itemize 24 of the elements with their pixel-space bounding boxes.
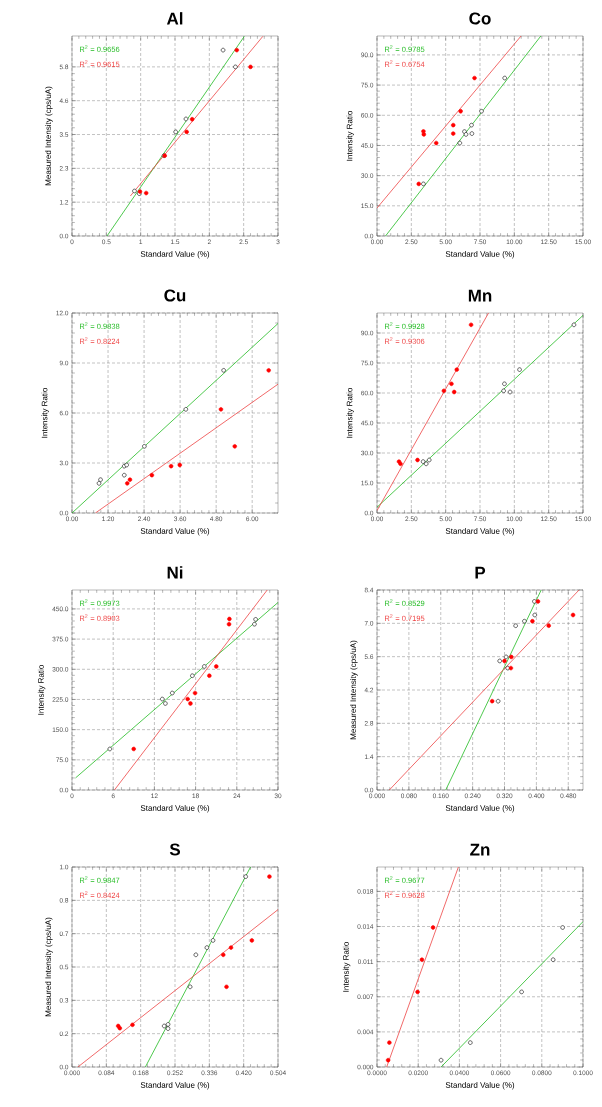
x-axis-title: Standard Value (%) (445, 1082, 515, 1090)
y-axis-title: Intensity Ratio (346, 388, 354, 438)
y-axis-title: Intensity Ratio (342, 942, 351, 992)
chart-title: Co (469, 12, 491, 25)
chart-title: Zn (470, 843, 490, 856)
x-axis-title: Standard Value (%) (445, 528, 515, 536)
y-axis-title: Measured Intensity (cps/uA) (45, 86, 53, 186)
chart-title: P (475, 566, 486, 579)
y-axis-title: Intensity Ratio (346, 111, 354, 161)
chart-title: Cu (164, 289, 186, 302)
y-axis-title: Measured Intensity (cps/uA) (45, 917, 53, 1017)
chart-title: Al (166, 12, 183, 25)
y-axis-title: Measured Intensity (cps/uA) (350, 640, 358, 740)
chart-title: Ni (167, 566, 183, 579)
x-axis-title: Standard Value (%) (445, 804, 515, 813)
chart-title: Mn (468, 289, 492, 302)
x-axis-title: Standard Value (%) (445, 250, 515, 259)
x-axis-title: Standard Value (%) (140, 1082, 210, 1090)
x-axis-title: Standard Value (%) (140, 528, 210, 536)
x-axis-title: Standard Value (%) (140, 805, 210, 813)
y-axis-title: Intensity Ratio (37, 665, 46, 715)
y-axis-title: Intensity Ratio (41, 388, 49, 438)
x-axis-title: Standard Value (%) (140, 250, 210, 259)
chart-title: S (169, 843, 181, 856)
